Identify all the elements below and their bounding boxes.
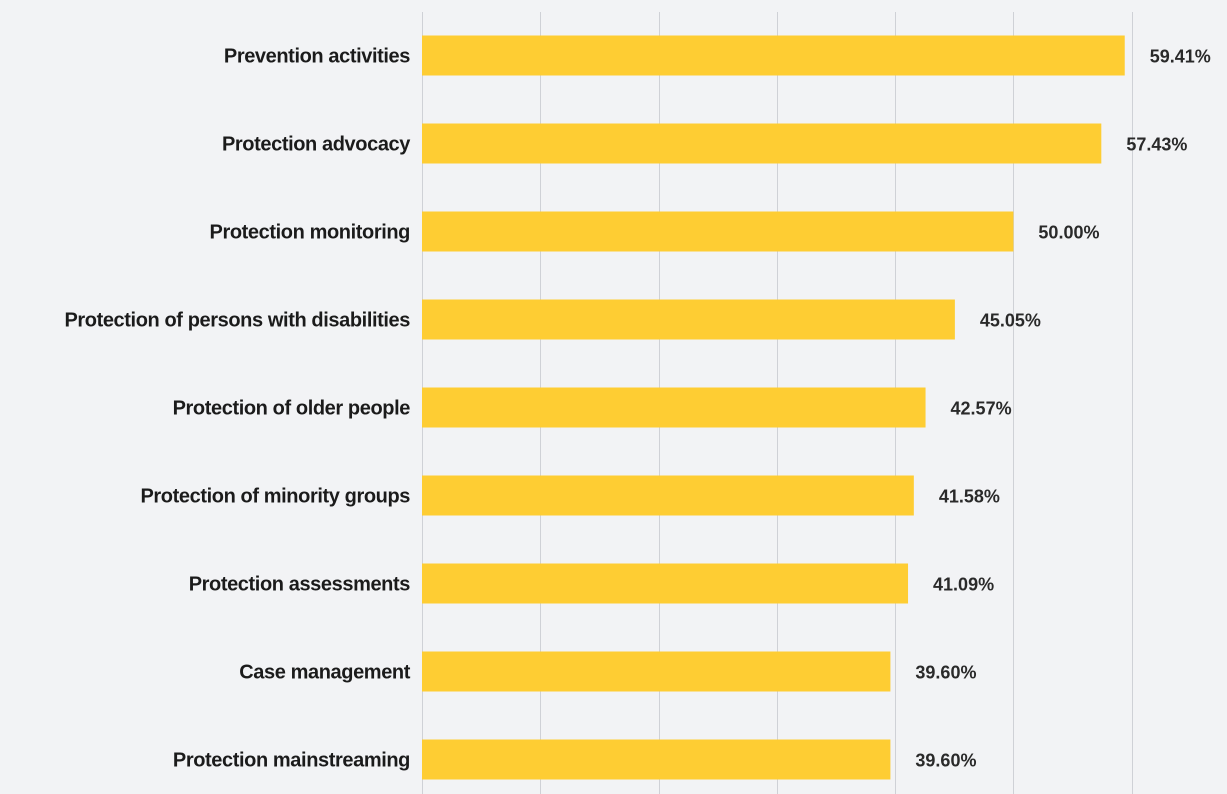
category-label: Protection of minority groups [140,486,410,508]
bar [422,651,891,692]
category-label: Protection mainstreaming [173,750,410,772]
category-label: Case management [239,662,410,684]
category-label: Protection assessments [189,574,411,596]
bar [422,211,1014,252]
bar [422,123,1102,164]
value-label: 42.57% [951,399,1012,419]
category-labels: Prevention activities Protection advocacy… [64,46,411,772]
bar [422,299,955,340]
value-label: 59.41% [1150,47,1211,67]
bars [422,35,1125,780]
bar [422,387,926,428]
bar [422,739,891,780]
bar [422,475,914,516]
value-label: 45.05% [980,311,1041,331]
value-label: 50.00% [1038,223,1099,243]
bar [422,35,1125,76]
value-label: 39.60% [915,663,976,683]
value-label: 41.58% [939,487,1000,507]
category-label: Protection advocacy [222,134,411,156]
value-label: 57.43% [1126,135,1187,155]
bar [422,563,909,604]
value-label: 41.09% [933,575,994,595]
category-label: Protection of older people [173,398,411,420]
category-label: Protection of persons with disabilities [64,310,410,332]
value-label: 39.60% [915,751,976,771]
value-labels: 59.41% 57.43% 50.00% 45.05% 42.57% 41.58% 41.0… [915,47,1210,771]
category-label: Protection monitoring [210,222,410,244]
category-label: Prevention activities [224,46,410,68]
